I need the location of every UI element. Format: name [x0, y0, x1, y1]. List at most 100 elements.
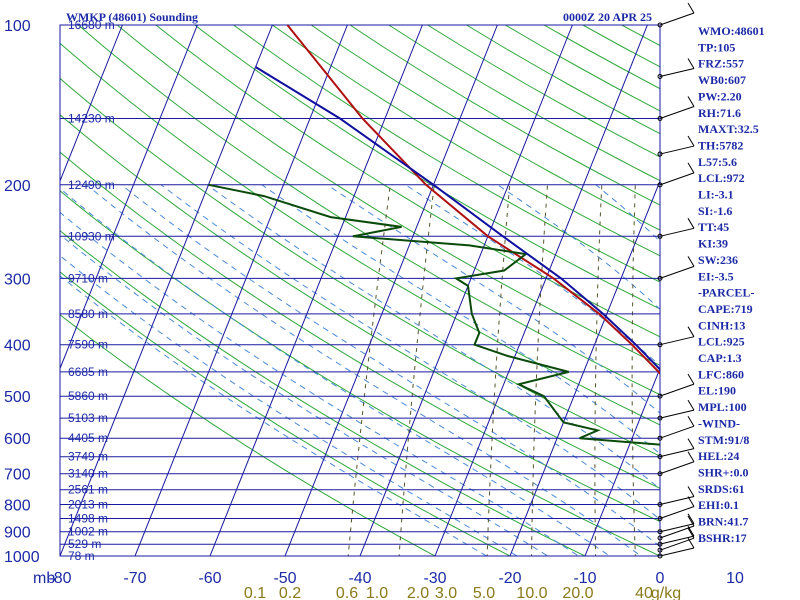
mixing-ratio-lines: [347, 184, 636, 556]
temperature-tick-label: -80: [48, 570, 71, 587]
stability-index: TH:5782: [698, 139, 743, 153]
isotherm: [0, 25, 47, 567]
stability-index: TP:105: [698, 40, 735, 54]
wind-station-circle: [657, 516, 663, 522]
stability-index: MAXT:32.5: [698, 122, 759, 136]
moist-adiabat: [497, 184, 660, 310]
stability-index: KI:39: [698, 237, 728, 251]
wind-barb-feather: [687, 96, 695, 107]
moist-adiabat: [60, 211, 580, 556]
wind-barb-feather: [687, 438, 695, 449]
moist-adiabat: [86, 184, 642, 556]
temperature-tick-label: -20: [498, 570, 521, 587]
height-label: 6685 m: [68, 365, 108, 379]
moist-adiabat: [758, 185, 800, 568]
height-label: 5860 m: [68, 389, 108, 403]
pressure-tick-label: 600: [4, 431, 31, 448]
dry-adiabats: [60, 25, 660, 556]
wind-barb-feather: [687, 256, 695, 267]
moist-adiabat: [60, 275, 488, 556]
pressure-tick-label: 100: [4, 18, 31, 35]
dry-adiabat: [60, 77, 660, 457]
wind-barb-feather: [687, 537, 695, 549]
wind-station-circle: [657, 471, 663, 477]
wind-station-circle: [657, 541, 663, 547]
wind-barb: [659, 409, 695, 419]
stability-index: WMO:48601: [698, 24, 765, 38]
stability-index: BSHR:17: [698, 531, 747, 545]
dry-adiabat: [60, 271, 512, 556]
stability-index: SHR+:0.0: [698, 466, 749, 480]
stability-index: CAP:1.3: [698, 351, 742, 365]
moist-adiabat: [60, 187, 611, 556]
temperature-tick-label: 0: [656, 570, 665, 587]
height-label: 10930 m: [68, 229, 115, 243]
wind-barb: [659, 265, 695, 279]
mixing-ratio-label: 5.0: [473, 585, 495, 600]
stability-index: HEL:24: [698, 449, 739, 463]
height-label: 2561 m: [68, 483, 108, 497]
wind-barb-feather: [687, 373, 695, 385]
wind-barbs: [657, 2, 695, 559]
wind-barb-feather: [687, 496, 695, 507]
height-label: 1002 m: [68, 525, 108, 539]
height-label: 12490 m: [68, 178, 115, 192]
mixing-ratio-label: 20.0: [562, 585, 593, 600]
wind-barb: [659, 523, 695, 533]
moist-adiabats: [60, 184, 800, 568]
height-label: 1498 m: [68, 512, 108, 526]
sounding-trace-0: [286, 25, 660, 376]
wind-station-circle: [657, 233, 663, 239]
wind-station-circle: [657, 415, 663, 421]
moist-adiabat: [207, 184, 660, 490]
wind-station-circle: [657, 502, 663, 508]
stability-index: CINH:13: [698, 318, 745, 332]
height-label: 78 m: [68, 549, 95, 563]
wind-barb-feather: [687, 486, 695, 497]
wind-station-circle: [657, 454, 663, 460]
mixing-ratio-label: 10.0: [516, 585, 547, 600]
isotherm: [134, 25, 348, 556]
stability-index: EHI:0.1: [698, 498, 739, 512]
stability-index: -PARCEL-: [698, 286, 754, 300]
stability-index: BRN:41.7: [698, 515, 748, 529]
height-label: 7590 m: [68, 338, 108, 352]
wind-barb: [659, 336, 695, 346]
mixing-ratio-line: [486, 184, 511, 556]
wind-barb-feather: [687, 2, 695, 14]
mixing-ratio-label: 1.0: [366, 585, 388, 600]
pressure-tick-label: 300: [4, 271, 31, 288]
height-label: 9710 m: [68, 271, 108, 285]
mixing-ratio-line: [347, 184, 391, 556]
wind-barb: [659, 172, 695, 186]
wind-barb: [659, 425, 695, 439]
isotherm: [434, 25, 648, 556]
mixing-ratio-label: 3.0: [435, 585, 457, 600]
temperature-tick-label: -70: [123, 570, 146, 587]
mixing-ratio-label: 0.2: [279, 585, 301, 600]
mixing-ratio-line: [594, 184, 603, 556]
wind-station-circle: [657, 22, 663, 28]
wind-barb: [659, 12, 695, 26]
wind-station-circle: [657, 529, 663, 535]
wind-barb: [659, 106, 695, 119]
moist-adiabat: [60, 234, 549, 556]
mixing-ratio-line: [398, 184, 435, 556]
mixing-ratio-label: 0.6: [336, 585, 358, 600]
wind-station-circle: [657, 275, 663, 281]
isotherm: [584, 367, 660, 556]
stability-index: PW:2.20: [698, 89, 742, 103]
temperature-tick-label: -30: [423, 570, 446, 587]
height-label: 3140 m: [68, 467, 108, 481]
wind-barb-feather: [687, 135, 695, 147]
wind-station-circle: [657, 435, 663, 441]
wind-barb: [659, 547, 695, 557]
pressure-tick-label: 400: [4, 338, 31, 355]
height-label: 4405 m: [68, 431, 108, 445]
plot-frame: [59, 24, 661, 557]
pressure-tick-label: 700: [4, 467, 31, 484]
isotherm: [359, 25, 573, 556]
height-label: 3749 m: [68, 450, 108, 464]
stability-index: L57:5.6: [698, 155, 737, 169]
